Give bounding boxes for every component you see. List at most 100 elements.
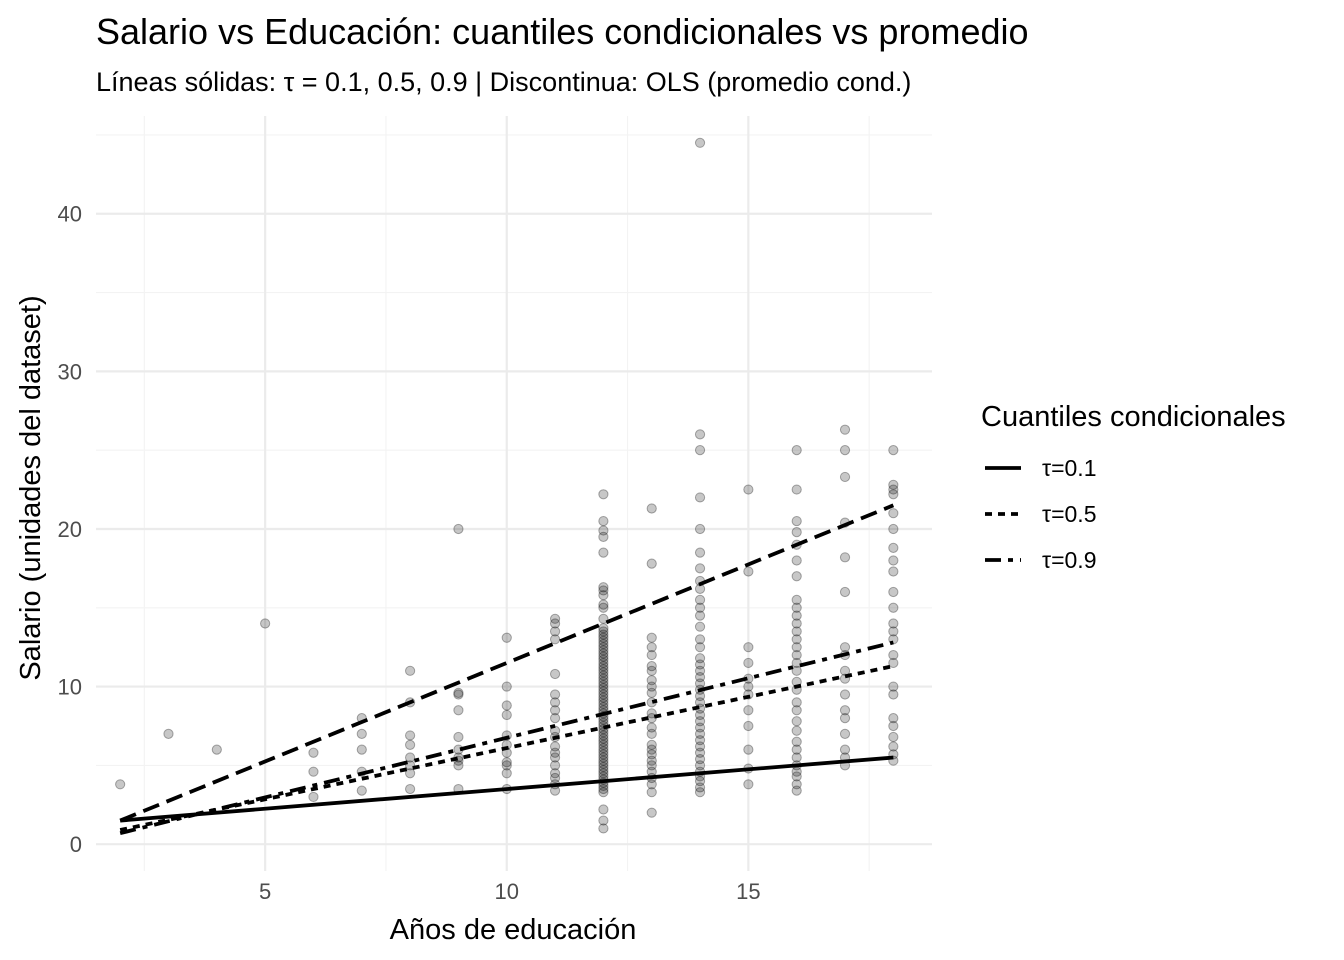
data-point <box>791 657 802 669</box>
data-point <box>646 787 657 798</box>
data-point <box>694 634 706 645</box>
data-point <box>598 613 609 624</box>
data-point <box>791 744 802 755</box>
data-point <box>646 503 657 514</box>
data-point <box>598 686 609 697</box>
data-point <box>453 687 464 698</box>
data-point <box>356 744 367 755</box>
data-point <box>549 626 561 637</box>
data-point <box>791 527 802 538</box>
data-point <box>839 586 851 598</box>
data-point <box>646 779 657 790</box>
data-point <box>694 659 706 670</box>
data-point <box>694 728 706 739</box>
data-point <box>694 678 706 689</box>
data-point <box>694 782 706 793</box>
data-point <box>598 783 609 795</box>
data-point <box>356 785 367 796</box>
data-point <box>791 725 802 736</box>
data-point <box>260 618 271 629</box>
data-point <box>888 720 899 732</box>
data-point <box>598 701 609 713</box>
data-point <box>598 739 609 751</box>
data-point <box>598 667 609 678</box>
data-point <box>694 137 706 148</box>
legend-label: τ=0.1 <box>1042 455 1097 481</box>
data-point <box>646 687 657 698</box>
data-point <box>888 489 899 500</box>
data-point <box>694 602 706 613</box>
data-point <box>549 634 561 645</box>
data-point <box>791 634 802 645</box>
data-point <box>598 515 609 527</box>
data-point <box>694 722 706 733</box>
data-point <box>549 705 561 716</box>
data-point <box>598 602 609 613</box>
data-point <box>598 670 609 681</box>
data-point <box>598 692 609 703</box>
regression-line-ols <box>119 503 895 823</box>
data-point <box>308 747 319 758</box>
data-point <box>646 558 657 569</box>
data-point <box>598 765 609 776</box>
data-point <box>598 787 609 798</box>
data-point <box>791 771 802 782</box>
data-point <box>549 713 561 724</box>
data-point <box>598 623 609 634</box>
data-point <box>646 722 657 733</box>
y-tick-label: 20 <box>58 517 82 542</box>
data-point <box>888 508 899 519</box>
data-point <box>791 484 802 495</box>
data-point <box>791 571 802 582</box>
data-point <box>743 744 754 755</box>
data-point <box>598 638 609 650</box>
data-point <box>598 679 609 691</box>
data-point <box>598 695 609 706</box>
legend-label: τ=0.5 <box>1042 501 1097 527</box>
data-point <box>598 599 609 610</box>
data-point <box>598 804 609 815</box>
data-point <box>646 632 657 643</box>
data-point <box>549 618 561 629</box>
data-point <box>453 689 464 700</box>
data-point <box>888 689 899 700</box>
data-point <box>791 515 802 527</box>
data-point <box>694 735 706 746</box>
data-point <box>743 642 754 653</box>
data-point <box>598 626 609 637</box>
data-point <box>791 736 802 747</box>
data-point <box>791 626 802 637</box>
data-point <box>888 657 899 669</box>
data-point <box>598 749 609 760</box>
data-point <box>839 713 851 724</box>
data-point <box>791 610 802 621</box>
regression-line-tau-09 <box>119 640 894 836</box>
data-point <box>694 672 706 683</box>
data-point <box>646 675 657 686</box>
data-point <box>694 523 706 535</box>
data-point <box>646 642 657 653</box>
data-point <box>694 621 706 632</box>
regression-line-tau-01 <box>120 755 894 823</box>
data-point <box>694 547 706 558</box>
data-point <box>791 594 802 605</box>
data-point <box>646 755 657 766</box>
data-point <box>501 681 512 692</box>
data-point <box>791 665 802 676</box>
data-point <box>791 705 802 716</box>
x-axis-label: Años de educación <box>390 914 637 946</box>
data-point <box>598 730 609 741</box>
data-point <box>598 768 609 779</box>
data-point <box>743 657 754 669</box>
data-point <box>888 479 899 490</box>
data-point <box>598 525 609 536</box>
data-point <box>888 484 899 495</box>
data-point <box>839 689 851 700</box>
y-tick-label: 30 <box>58 359 82 384</box>
data-point <box>501 768 512 779</box>
chart-subtitle: Líneas sólidas: τ = 0.1, 0.5, 0.9 | Disc… <box>96 67 911 97</box>
data-point <box>598 758 609 769</box>
data-point <box>453 705 464 716</box>
data-point <box>598 629 609 640</box>
